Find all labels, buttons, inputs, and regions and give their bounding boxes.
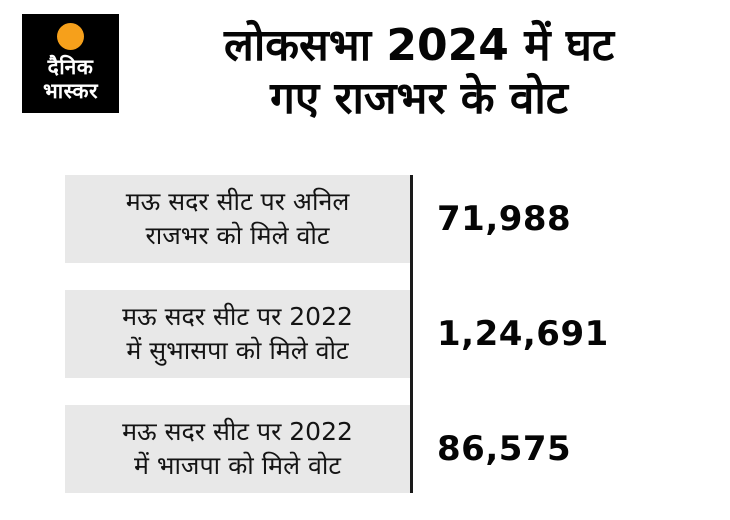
stat-value: 86,575 [437,429,572,469]
logo-text-line2: भास्कर [42,79,99,103]
stat-label-line1: मऊ सदर सीट पर अनिल [125,187,350,217]
stat-label-line1: मऊ सदर सीट पर 2022 [122,417,353,447]
logo-text-line1: दैनिक [47,55,94,80]
stat-label-line2: में सुभासपा को मिले वोट [126,336,349,365]
stat-row: मऊ सदर सीट पर 2022 में भाजपा को मिले वोट… [65,405,685,493]
brand-logo: दैनिक भास्कर [22,14,119,113]
stat-label: मऊ सदर सीट पर अनिल राजभर को मिले वोट [65,175,410,263]
stat-label: मऊ सदर सीट पर 2022 में सुभासपा को मिले व… [65,290,410,378]
vertical-divider [410,175,413,493]
stat-row: मऊ सदर सीट पर अनिल राजभर को मिले वोट 71,… [65,175,685,263]
logo-sun-icon [57,23,84,51]
page-title: लोकसभा 2024 में घट गए राजभर के वोट [126,20,712,126]
stat-value: 71,988 [437,199,572,239]
page-title-line2: गए राजभर के वोट [270,72,568,124]
stat-label-line2: राजभर को मिले वोट [145,221,330,250]
page-title-line1: लोकसभा 2024 में घट [224,20,614,71]
stat-label: मऊ सदर सीट पर 2022 में भाजपा को मिले वोट [65,405,410,493]
stat-value: 1,24,691 [437,314,609,354]
stat-label-line1: मऊ सदर सीट पर 2022 [122,302,353,332]
stat-label-line2: में भाजपा को मिले वोट [133,451,342,480]
stat-row: मऊ सदर सीट पर 2022 में सुभासपा को मिले व… [65,290,685,378]
